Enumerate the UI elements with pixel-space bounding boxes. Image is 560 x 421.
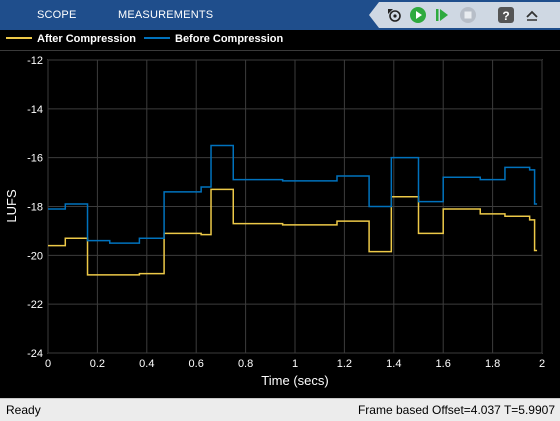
frame-info: Frame based Offset=4.037 T=5.9907 [357,403,555,417]
y-tick-label: -12 [27,55,43,67]
x-tick-label: 0.8 [238,358,253,370]
legend-swatch-before [144,37,170,39]
y-tick-label: -18 [27,202,43,214]
x-tick-label: 0.6 [189,358,204,370]
y-tick-label: -20 [27,250,43,262]
collapse-icon[interactable] [523,6,541,24]
x-tick-label: 1.2 [337,358,352,370]
x-axis-label: Time (secs) [261,373,328,388]
svg-text:?: ? [502,9,509,23]
help-icon[interactable]: ? [497,6,515,24]
status-text: Ready [6,403,41,417]
x-tick-label: 0 [45,358,51,370]
x-tick-label: 2 [539,358,545,370]
x-tick-label: 0.2 [90,358,105,370]
y-tick-label: -22 [27,299,43,311]
series-line-before-compression [48,144,538,244]
x-tick-label: 1.8 [485,358,500,370]
scope-plot: 0 0.2 0.4 0.6 0.8 1 1.2 1.4 1.6 1.8 2 -12 -14 -16 -18 -… [0,51,560,398]
line-chart[interactable]: 0 0.2 0.4 0.6 0.8 1 1.2 1.4 1.6 1.8 2 -12 -14 -16 -18 -… [0,51,560,398]
legend-label-after[interactable]: After Compression [37,33,137,45]
x-tick-label: 1 [292,358,298,370]
x-tick-label: 1.6 [436,358,451,370]
stop-icon[interactable] [459,6,477,24]
step-forward-icon[interactable] [433,6,451,24]
tab-measurements[interactable]: MEASUREMENTS [118,9,214,21]
tab-scope[interactable]: SCOPE [37,9,77,21]
status-bar: Ready Frame based Offset=4.037 T=5.9907 [0,398,560,421]
legend: After Compression Before Compression [0,30,560,51]
y-tick-label: -16 [27,153,43,165]
toolstrip: SCOPE MEASUREMENTS ? [0,0,560,30]
y-tick-label: -14 [27,104,43,116]
run-icon[interactable] [409,6,427,24]
step-back-icon[interactable] [385,6,403,24]
y-axis-label: LUFS [4,189,19,223]
quick-access-toolbar: ? [369,2,560,28]
x-tick-label: 1.4 [386,358,401,370]
x-tick-label: 0.4 [139,358,154,370]
series-line-after-compression [48,188,538,276]
y-tick-label: -24 [27,348,43,360]
legend-label-before[interactable]: Before Compression [175,33,284,45]
legend-swatch-after [6,37,32,39]
